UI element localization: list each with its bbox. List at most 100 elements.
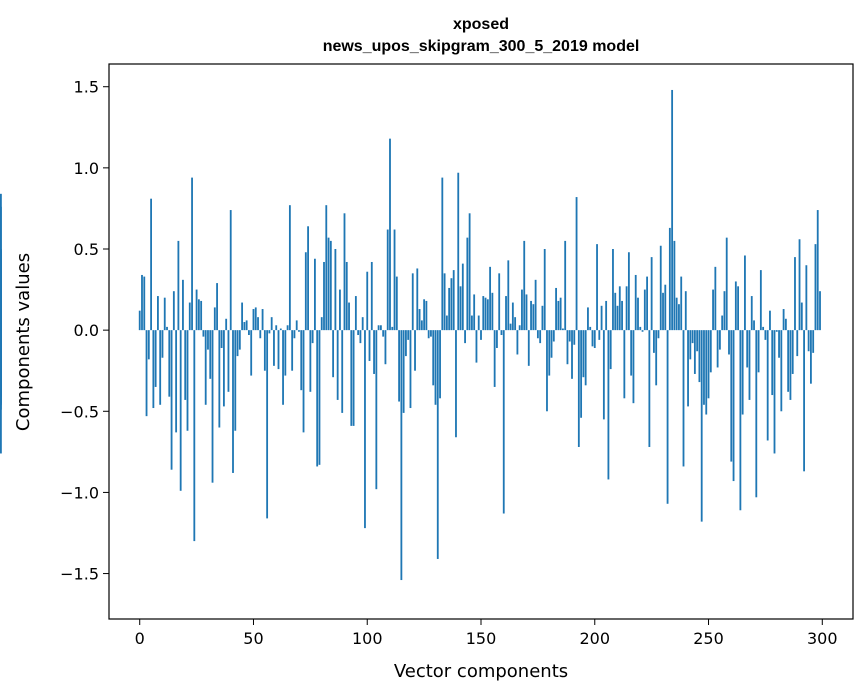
bar: [557, 300, 560, 331]
bar: [336, 330, 339, 400]
bar: [753, 320, 755, 331]
bar: [277, 330, 280, 370]
bar: [311, 330, 314, 344]
bar: [172, 291, 175, 331]
bar: [687, 330, 689, 407]
bar: [600, 305, 603, 331]
bar: [807, 330, 810, 352]
bar: [664, 284, 667, 331]
bar: [304, 252, 307, 331]
bar: [452, 270, 455, 331]
x-tick-label: 0: [135, 629, 145, 648]
y-tick-label: 0.0: [74, 321, 99, 340]
bar: [450, 278, 453, 331]
bar: [816, 210, 819, 331]
bar: [150, 198, 152, 331]
bar: [382, 330, 385, 337]
bar: [414, 330, 416, 371]
bar: [145, 330, 148, 417]
bar: [200, 300, 203, 331]
bar: [261, 309, 264, 331]
bar: [516, 330, 519, 355]
chart-title: xposed: [453, 16, 509, 33]
bar: [157, 296, 159, 331]
bar: [323, 261, 325, 331]
bar: [184, 330, 187, 400]
bar: [737, 286, 740, 331]
bar: [202, 330, 205, 337]
bar: [386, 229, 389, 331]
bar: [339, 289, 341, 331]
bar: [650, 257, 653, 331]
bar: [334, 249, 337, 331]
bar: [796, 330, 799, 357]
bar: [577, 330, 580, 447]
bar: [314, 258, 316, 331]
bar: [803, 330, 805, 472]
bar: [773, 330, 776, 454]
bar: [266, 330, 269, 519]
bar: [161, 330, 164, 358]
y-tick-label: −1.0: [60, 483, 99, 502]
bar: [507, 260, 510, 331]
bar: [598, 330, 601, 340]
bar: [675, 297, 678, 331]
bar: [496, 330, 498, 348]
bar: [637, 297, 639, 331]
bar: [375, 330, 378, 490]
bar: [714, 266, 717, 331]
bar: [436, 330, 439, 559]
bar: [168, 330, 171, 397]
bar: [800, 302, 803, 331]
bar: [182, 279, 184, 331]
bar: [536, 330, 539, 339]
bar: [241, 302, 244, 331]
bar: [232, 330, 234, 473]
bar: [527, 330, 530, 366]
bar: [532, 304, 535, 331]
bar: [177, 240, 180, 331]
bar: [354, 296, 357, 331]
bar: [678, 304, 680, 331]
x-tick-label: 100: [352, 629, 383, 648]
bar: [430, 330, 432, 337]
bar: [787, 330, 790, 392]
bar: [771, 330, 774, 396]
bar: [766, 330, 769, 441]
bar: [616, 305, 619, 331]
bar: [716, 330, 719, 368]
bar: [332, 330, 335, 378]
bar: [461, 263, 464, 331]
bar: [691, 330, 694, 344]
bar: [320, 317, 323, 331]
bar: [566, 330, 569, 365]
bar: [543, 249, 546, 331]
bar: [734, 281, 737, 331]
bar: [341, 330, 344, 413]
bar: [596, 244, 598, 331]
bar: [778, 330, 780, 358]
chart-subtitle: news_upos_skipgram_300_5_2019 model: [323, 38, 640, 55]
bar: [179, 330, 182, 491]
bar: [530, 300, 532, 331]
bar: [607, 330, 610, 480]
bar: [680, 276, 683, 331]
bar: [580, 330, 583, 418]
y-axis-ticks: −1.5 −1.0 −0.5 0.0 0.5 1.0 1.5: [60, 78, 109, 584]
bar: [564, 240, 567, 331]
bar: [423, 299, 426, 331]
bar: [718, 330, 721, 350]
bar: [268, 330, 271, 334]
bar: [550, 330, 553, 358]
bar: [689, 330, 692, 360]
bar: [791, 330, 794, 374]
bar: [0, 330, 2, 397]
bar: [759, 270, 762, 331]
bar: [279, 328, 282, 331]
bar: [486, 299, 489, 331]
bar: [646, 276, 648, 331]
bar: [220, 330, 223, 348]
bar: [696, 330, 699, 352]
bar: [405, 330, 407, 357]
